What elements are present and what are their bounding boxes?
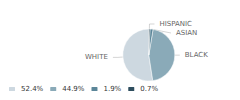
svg-text:HISPANIC: HISPANIC [159,20,192,28]
svg-text:ASIAN: ASIAN [176,29,197,37]
svg-text:0.7%: 0.7% [140,85,158,93]
svg-text:WHITE: WHITE [85,53,108,61]
svg-text:44.9%: 44.9% [62,85,85,93]
svg-text:1.9%: 1.9% [103,85,121,93]
svg-text:BLACK: BLACK [185,51,208,59]
svg-text:52.4%: 52.4% [21,85,44,93]
